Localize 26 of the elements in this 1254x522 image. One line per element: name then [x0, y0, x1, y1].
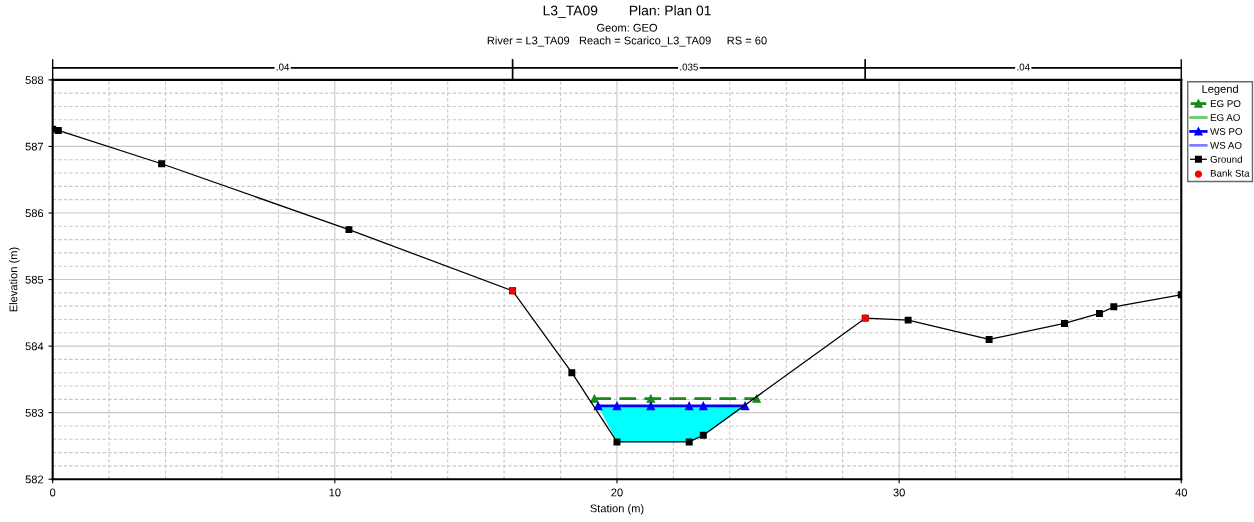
y-tick-label: 584	[25, 342, 44, 351]
y-tick-label: 585	[25, 275, 44, 284]
y-tick-label: 583	[25, 408, 44, 417]
legend-title: Legend	[1202, 84, 1238, 96]
x-axis-title: Station (m)	[590, 504, 644, 515]
legend-label: Bank Sta	[1210, 169, 1250, 177]
legend-label: WS PO	[1210, 128, 1243, 135]
y-tick-label: 586	[25, 209, 44, 218]
legend-label: EG AO	[1210, 114, 1240, 122]
y-tick-label: 588	[25, 76, 44, 84]
x-tick-label: 40	[1175, 488, 1188, 497]
x-tick-label: 20	[611, 488, 623, 497]
y-tick-label: 587	[25, 142, 44, 151]
text: .04	[276, 63, 290, 71]
x-tick-label: 10	[329, 488, 341, 497]
chart-subtitle: Geom: GEO River = L3_TA09 Reach = Scarico_L3_TA09 RS = 60	[487, 23, 767, 47]
legend-label: EG PO	[1210, 100, 1241, 108]
text: .035	[680, 63, 698, 71]
chart-title: L3_TA09 Plan: Plan 01	[543, 5, 711, 19]
x-tick-label: 0	[50, 488, 56, 497]
x-tick-label: 30	[893, 488, 905, 497]
legend-label: WS AO	[1210, 141, 1242, 149]
legend-label: Ground	[1210, 155, 1242, 163]
y-tick-label: 582	[25, 475, 44, 484]
text: .04	[1017, 63, 1030, 71]
y-axis-title: Elevation (m)	[9, 247, 20, 312]
